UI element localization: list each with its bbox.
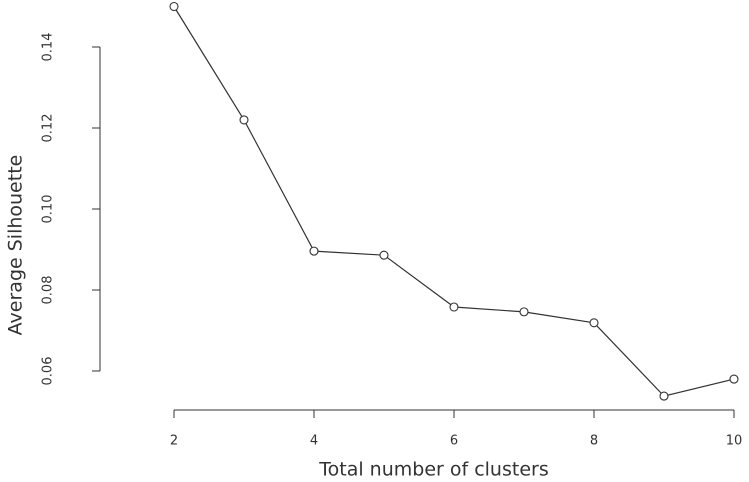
y-axis-title: Average Silhouette xyxy=(5,155,27,336)
y-tick-label: 0.12 xyxy=(41,114,56,143)
point xyxy=(239,115,249,125)
x-tick-label: 4 xyxy=(310,434,318,449)
line xyxy=(173,6,735,397)
point xyxy=(729,374,739,384)
y-tick-label: 0.08 xyxy=(41,276,56,305)
x-tick-label: 6 xyxy=(450,434,458,449)
x-tick-label: 10 xyxy=(726,434,743,449)
x-tick-label: 8 xyxy=(590,434,598,449)
x-tick-label: 2 xyxy=(170,434,178,449)
y-tick-label: 0.14 xyxy=(41,33,56,62)
point xyxy=(379,250,389,260)
point xyxy=(589,318,599,328)
y-tick-label: 0.06 xyxy=(41,357,56,386)
y-tick-label: 0.10 xyxy=(41,195,56,224)
point xyxy=(309,246,319,256)
point xyxy=(659,391,669,401)
point xyxy=(169,1,179,12)
x-axis-title: Total number of clusters xyxy=(318,459,548,481)
point xyxy=(449,302,459,312)
point xyxy=(519,307,529,317)
